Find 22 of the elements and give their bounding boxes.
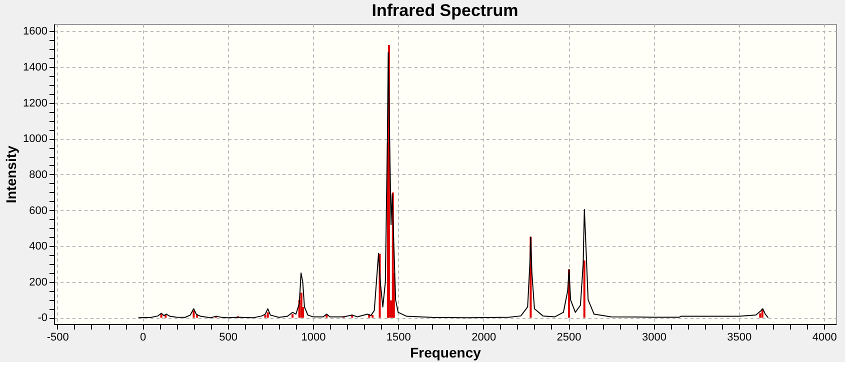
x-tick-label: 3000 bbox=[642, 332, 666, 344]
x-tick-label: 4000 bbox=[812, 332, 837, 344]
x-tick-label: 0 bbox=[140, 332, 146, 344]
y-tick-label: 400 bbox=[29, 240, 48, 253]
y-axis-title: Intensity bbox=[3, 146, 20, 204]
y-tick-label: 1200 bbox=[23, 97, 48, 110]
x-tick-label: 3500 bbox=[727, 332, 752, 344]
y-tick-label: 200 bbox=[29, 276, 48, 288]
y-tick-label: -0 bbox=[38, 312, 48, 324]
x-tick-label: 500 bbox=[219, 332, 238, 344]
x-tick-label: -500 bbox=[46, 332, 69, 344]
y-tick-label: 1400 bbox=[23, 61, 48, 74]
x-tick-label: 1000 bbox=[301, 332, 326, 344]
x-axis-title: Frequency bbox=[410, 344, 482, 360]
x-tick-label: 1500 bbox=[386, 332, 411, 344]
y-tick-label: 600 bbox=[29, 204, 48, 217]
x-tick-label: 2500 bbox=[556, 332, 582, 344]
y-tick-label: 1600 bbox=[23, 26, 48, 38]
chart-title: Infrared Spectrum bbox=[372, 1, 518, 20]
x-tick-label: 2000 bbox=[472, 332, 496, 344]
y-tick-label: 1000 bbox=[23, 133, 48, 146]
y-tick-label: 800 bbox=[29, 168, 48, 181]
